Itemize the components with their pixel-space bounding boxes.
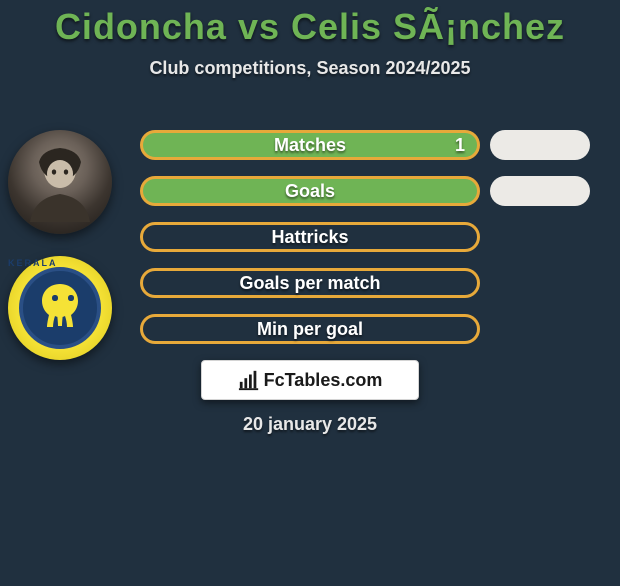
- stat-bar-left: Hattricks: [140, 222, 480, 252]
- comparison-card: Cidoncha vs Celis SÃ¡nchez Club competit…: [0, 6, 620, 79]
- crest-inner: [19, 267, 101, 349]
- chart-bars-icon: [238, 369, 260, 391]
- stat-label: Goals per match: [239, 273, 380, 294]
- avatar-column: KERALA: [8, 130, 112, 360]
- date-label: 20 january 2025: [243, 414, 377, 435]
- stat-bar-left: Matches 1: [140, 130, 480, 160]
- stat-row: Matches 1: [140, 130, 590, 160]
- player-avatar: [8, 130, 112, 234]
- stat-row: Min per goal: [140, 314, 590, 344]
- stat-bar-left: Min per goal: [140, 314, 480, 344]
- stat-label: Matches: [274, 135, 346, 156]
- stat-left-value: 1: [455, 135, 465, 156]
- stat-label: Goals: [285, 181, 335, 202]
- stat-bar-right: [490, 176, 590, 206]
- stat-label: Hattricks: [271, 227, 348, 248]
- club-crest: KERALA: [8, 256, 112, 360]
- branding-text: FcTables.com: [264, 370, 383, 391]
- elephant-icon: [30, 278, 90, 338]
- branding-badge: FcTables.com: [201, 360, 419, 400]
- stat-rows: Matches 1 Goals Hattricks Goals per match Min…: [140, 130, 590, 344]
- crest-top-label: KERALA: [8, 258, 112, 268]
- stat-bar-left: Goals per match: [140, 268, 480, 298]
- person-icon: [20, 142, 100, 222]
- stat-bar-right: [490, 130, 590, 160]
- stat-bar-left: Goals: [140, 176, 480, 206]
- subtitle: Club competitions, Season 2024/2025: [8, 58, 612, 79]
- stat-row: Goals per match: [140, 268, 590, 298]
- stat-row: Goals: [140, 176, 590, 206]
- stat-label: Min per goal: [257, 319, 363, 340]
- page-title: Cidoncha vs Celis SÃ¡nchez: [8, 6, 612, 48]
- stat-row: Hattricks: [140, 222, 590, 252]
